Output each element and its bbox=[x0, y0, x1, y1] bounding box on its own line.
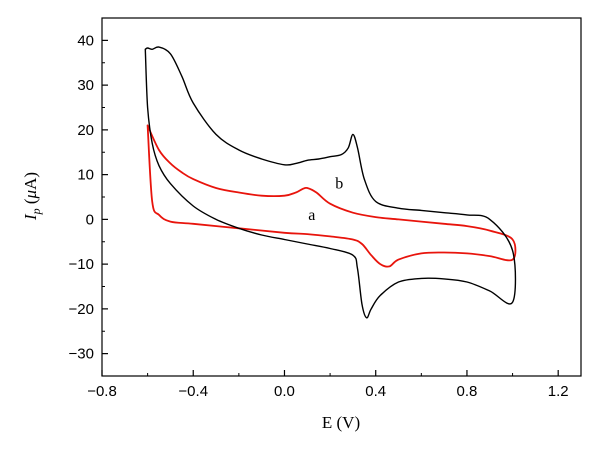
x-axis-title: E (V) bbox=[322, 413, 360, 432]
y-ticks bbox=[102, 17, 108, 377]
x-tick-label: 0.8 bbox=[457, 383, 478, 400]
plot-frame bbox=[101, 17, 582, 377]
x-ticks bbox=[101, 370, 559, 376]
y-tick-label: 10 bbox=[77, 167, 94, 184]
curve-label-a: a bbox=[308, 207, 315, 224]
x-tick-label: 0.0 bbox=[274, 383, 295, 400]
y-tick-label: −30 bbox=[69, 346, 94, 363]
x-tick-label: 0.4 bbox=[365, 383, 386, 400]
y-tick-label: −20 bbox=[69, 301, 94, 318]
x-tick-label: −0.4 bbox=[178, 383, 208, 400]
y-tick-label: 0 bbox=[86, 211, 94, 228]
x-tick-label: −0.8 bbox=[87, 383, 117, 400]
series-layer bbox=[144, 46, 517, 319]
annotation-layer: ab bbox=[308, 176, 343, 224]
y-tick-labels: −30 −20 −10 0 10 20 30 40 bbox=[69, 32, 94, 362]
x-tick-label: 1.2 bbox=[548, 383, 569, 400]
y-axis-title: Ip (μA) bbox=[21, 172, 43, 221]
curve-label-b: b bbox=[335, 176, 343, 193]
y-axis-title-group: Ip (μA) bbox=[21, 172, 43, 221]
y-tick-label: 30 bbox=[77, 77, 94, 94]
y-tick-label: 20 bbox=[77, 122, 94, 139]
y-tick-label: −10 bbox=[69, 256, 94, 273]
series-line-b bbox=[144, 46, 517, 319]
y-tick-label: 40 bbox=[77, 32, 94, 49]
x-tick-labels: −0.8 −0.4 0.0 0.4 0.8 1.2 bbox=[87, 383, 568, 400]
series-line-a bbox=[146, 124, 517, 268]
